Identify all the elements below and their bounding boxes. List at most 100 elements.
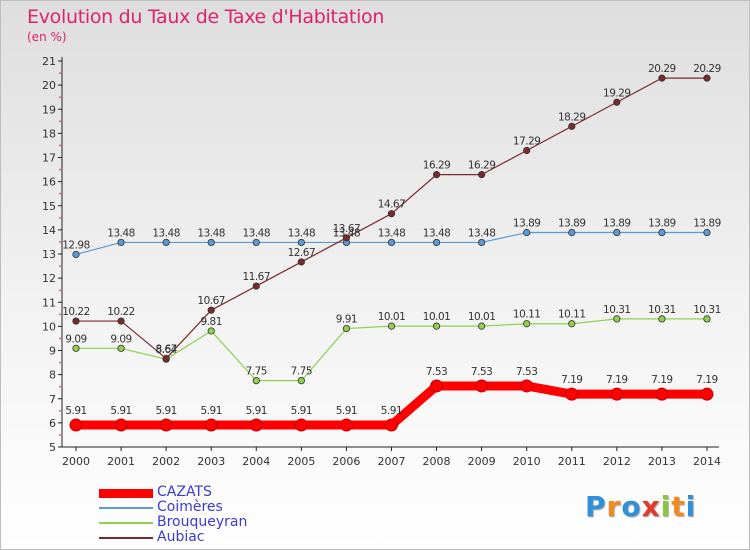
data-point <box>72 317 80 325</box>
legend-item: CAZATS <box>99 484 319 501</box>
data-point <box>658 228 666 237</box>
x-tick-label: 2014 <box>693 455 721 468</box>
data-label: 13.48 <box>378 227 406 239</box>
data-point <box>613 98 621 106</box>
data-label: 18.29 <box>558 111 586 123</box>
y-tick-label: 21 <box>42 55 56 68</box>
data-label: 12.98 <box>62 239 90 251</box>
data-label: 10.11 <box>558 309 586 321</box>
data-label: 13.48 <box>107 227 135 239</box>
y-tick-label: 11 <box>42 296 56 309</box>
data-point <box>568 228 576 237</box>
data-label: 13.67 <box>333 223 361 235</box>
data-label: 7.75 <box>246 366 267 378</box>
data-point <box>342 324 351 333</box>
chart-axes: 5 6 7 8 9 10 11 12 13 14 15 16 17 18 19 20 21 2000 2001 200… <box>42 55 721 468</box>
y-tick-label: 16 <box>42 176 56 189</box>
data-point <box>294 418 308 432</box>
data-label: 10.67 <box>197 295 225 307</box>
logo-letter: r <box>606 490 622 523</box>
data-point <box>523 146 531 155</box>
data-point <box>207 306 215 314</box>
y-tick-label: 14 <box>42 224 56 237</box>
y-minor-tick <box>59 361 61 364</box>
y-tick-label: 7 <box>49 393 56 406</box>
data-label: 7.53 <box>426 366 447 378</box>
data-label: 7.19 <box>561 374 582 386</box>
legend-item: Coimères <box>99 499 319 516</box>
data-point <box>658 315 666 323</box>
data-point <box>478 322 486 330</box>
data-label: 19.29 <box>603 87 631 99</box>
series-data-labels: 12.98 13.48 13.48 13.48 13.48 13.48 13.48 13.48… <box>62 63 721 417</box>
data-label: 13.48 <box>288 227 316 239</box>
data-point <box>523 228 531 237</box>
y-minor-tick <box>59 385 61 388</box>
data-point <box>114 418 128 432</box>
data-point <box>565 387 579 401</box>
data-point <box>703 74 711 82</box>
data-label: 10.31 <box>648 304 676 316</box>
data-label: 20.29 <box>693 63 721 75</box>
data-point <box>339 418 353 432</box>
y-minor-tick <box>59 216 61 219</box>
y-tick-label: 10 <box>42 320 56 333</box>
data-label: 10.31 <box>603 304 631 316</box>
y-minor-tick <box>59 144 61 147</box>
x-tick-label: 2009 <box>468 455 496 468</box>
data-label: 17.29 <box>513 136 541 148</box>
data-label: 10.22 <box>62 306 90 318</box>
data-label: 5.91 <box>201 405 222 417</box>
y-tick-label: 6 <box>49 417 56 430</box>
data-label: 9.81 <box>201 316 222 328</box>
y-minor-tick <box>59 289 61 292</box>
data-point <box>387 238 396 247</box>
chart-title: Evolution du Taux de Taxe d'Habitation <box>27 6 385 28</box>
x-tick-label: 2001 <box>107 455 135 468</box>
y-minor-tick <box>59 192 61 195</box>
data-point <box>432 238 441 247</box>
data-point <box>703 315 711 323</box>
data-label: 10.22 <box>107 306 135 318</box>
x-tick-label: 2007 <box>377 455 405 468</box>
legend-item: Aubiac <box>99 529 319 546</box>
data-label: 13.89 <box>648 218 676 230</box>
y-tick-label: 8 <box>49 369 56 382</box>
data-label: 8.67 <box>155 343 176 355</box>
logo-letter: i <box>685 490 697 523</box>
y-minor-tick <box>59 96 61 99</box>
data-label: 13.89 <box>558 218 586 230</box>
data-label: 5.91 <box>381 405 402 417</box>
y-minor-tick <box>59 241 61 243</box>
data-label: 11.67 <box>242 271 270 283</box>
legend-label: Coimères <box>157 499 223 515</box>
data-point <box>568 320 576 328</box>
data-point <box>387 322 396 330</box>
data-label: 5.91 <box>246 405 267 417</box>
data-point <box>72 250 80 259</box>
data-point <box>523 320 531 328</box>
data-label: 13.89 <box>693 218 721 230</box>
data-point <box>297 238 305 247</box>
logo-letter: x <box>641 490 661 523</box>
x-tick-label: 2013 <box>648 455 676 468</box>
y-tick-label: 13 <box>42 248 56 261</box>
series-brouqueyran <box>72 315 711 385</box>
data-point <box>252 238 260 247</box>
logo-letter: P <box>585 490 607 523</box>
x-tick-label: 2005 <box>287 455 315 468</box>
data-label: 7.19 <box>651 374 672 386</box>
data-point <box>117 344 125 352</box>
x-tick-label: 2004 <box>242 455 270 468</box>
legend-swatch <box>99 488 153 498</box>
y-minor-tick <box>59 265 61 267</box>
data-point <box>249 418 263 432</box>
x-tick-label: 2012 <box>603 455 631 468</box>
data-label: 16.29 <box>468 160 496 172</box>
data-label: 7.19 <box>696 374 717 386</box>
data-point <box>610 387 624 401</box>
y-tick-label: 5 <box>49 441 56 454</box>
data-point <box>703 228 711 237</box>
data-point <box>658 74 666 82</box>
